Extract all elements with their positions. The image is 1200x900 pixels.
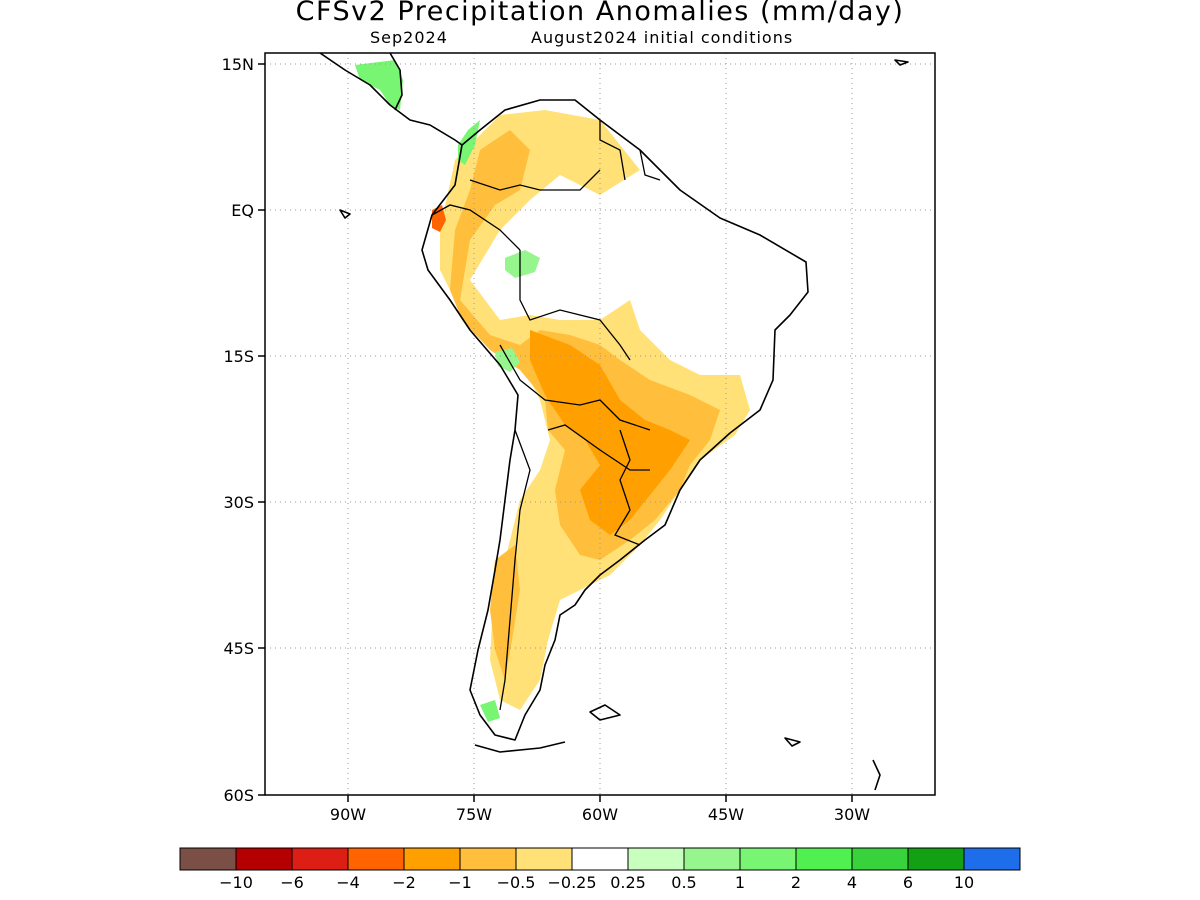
colorbar-swatch xyxy=(571,847,629,871)
patch-colombia-pacific xyxy=(458,120,480,165)
lon-label: 30W xyxy=(834,805,870,824)
longitude-axis xyxy=(347,795,853,802)
colorbar-swatch xyxy=(347,847,405,871)
initial-conditions-label: August2024 initial conditions xyxy=(531,28,794,47)
patch-ecuador-red xyxy=(432,205,446,232)
colorbar-swatch xyxy=(851,847,909,871)
colorbar-tick-label: −0.5 xyxy=(497,873,536,892)
forecast-month: Sep2024 xyxy=(370,28,448,47)
lat-label: 45S xyxy=(223,639,254,658)
colorbar-tick-label: −4 xyxy=(336,873,360,892)
lon-label: 90W xyxy=(330,805,366,824)
latitude-axis xyxy=(258,63,265,796)
colorbar-swatch xyxy=(291,847,349,871)
colorbar-swatch xyxy=(459,847,517,871)
colorbar-swatch xyxy=(235,847,293,871)
colorbar-tick-label: 10 xyxy=(954,873,974,892)
colorbar-swatch xyxy=(179,847,237,871)
national-borders xyxy=(431,120,661,711)
colorbar-tick-label: 1 xyxy=(735,873,745,892)
graticule xyxy=(265,53,935,795)
lat-label: 15N xyxy=(222,55,254,74)
colorbar-swatch xyxy=(515,847,573,871)
patch-central-america xyxy=(355,60,403,110)
lon-label: 45W xyxy=(708,805,744,824)
patch-dark-orange xyxy=(530,330,690,535)
colorbar-swatch xyxy=(795,847,853,871)
patch-amazon-west xyxy=(505,250,540,278)
colorbar-swatch xyxy=(683,847,741,871)
colorbar-tick-label: 2 xyxy=(791,873,801,892)
colorbar-swatch xyxy=(963,847,1021,871)
map-title: CFSv2 Precipitation Anomalies (mm/day) xyxy=(295,0,905,27)
colorbar-swatch xyxy=(739,847,797,871)
colorbar-tick-label: −10 xyxy=(219,873,253,892)
lat-label: 60S xyxy=(223,786,254,805)
colorbar-swatch xyxy=(403,847,461,871)
colorbar-swatch xyxy=(907,847,965,871)
colorbar-tick-label: 4 xyxy=(847,873,857,892)
lon-label: 75W xyxy=(456,805,492,824)
lon-label: 60W xyxy=(582,805,618,824)
lat-label: EQ xyxy=(231,201,254,220)
lat-label: 15S xyxy=(223,347,254,366)
colorbar-tick-label: 6 xyxy=(903,873,913,892)
colorbar xyxy=(179,847,1021,871)
patch-patagonia-tip xyxy=(480,700,500,722)
colorbar-tick-label: −6 xyxy=(280,873,304,892)
colorbar-tick-label: −1 xyxy=(448,873,472,892)
colorbar-tick-label: 0.5 xyxy=(671,873,696,892)
colorbar-swatch xyxy=(627,847,685,871)
patch-south-andes xyxy=(490,545,520,680)
coastlines xyxy=(319,53,909,791)
colorbar-tick-label: −0.25 xyxy=(547,873,596,892)
map-content xyxy=(265,53,935,795)
lat-label: 30S xyxy=(223,493,254,512)
colorbar-labels: −10 −6 −4 −2 −1 −0.5 −0.25 0.25 0.5 1 2 4 6 10 xyxy=(219,873,974,892)
dry-anomaly-patches xyxy=(432,110,750,710)
colorbar-tick-label: 0.25 xyxy=(610,873,646,892)
colorbar-tick-label: −2 xyxy=(392,873,416,892)
